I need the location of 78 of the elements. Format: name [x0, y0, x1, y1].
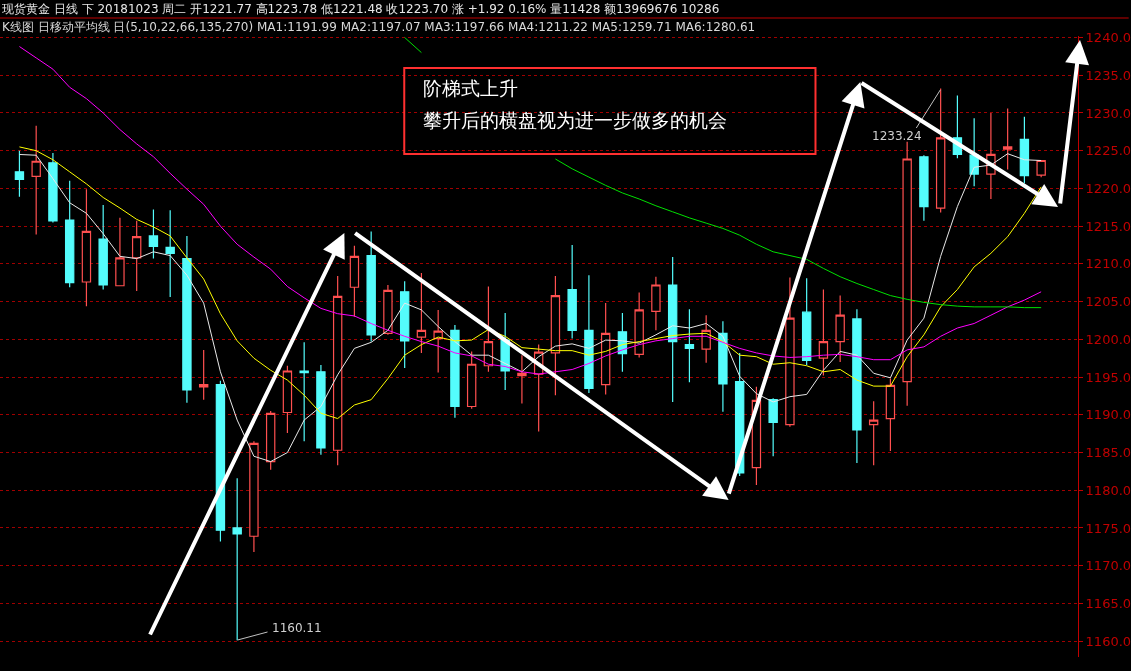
candlestick: [483, 285, 494, 373]
candlestick: [852, 308, 862, 464]
candlestick: [64, 180, 75, 288]
candlestick: [165, 209, 175, 298]
candlestick: [868, 400, 879, 466]
candlestick: [115, 217, 125, 287]
candlestick: [433, 309, 443, 374]
candlestick: [600, 302, 611, 396]
candlestick: [98, 204, 108, 291]
chart-subtitle: K线图 日移动平均线 日(5,10,22,66,135,270) MA1:1191.99 MA2:1197.07 MA3:1197.66 MA4:1211.22 MA5:1259.71 MA6:1280.61: [2, 20, 756, 34]
candlestick: [718, 320, 728, 413]
candlestick: [81, 188, 92, 307]
candlestick: [651, 276, 661, 331]
candlestick: [567, 244, 577, 340]
candlestick: [383, 284, 393, 336]
y-tick-label: 1180.0: [1085, 482, 1131, 498]
y-tick-label: 1240.0: [1085, 30, 1131, 46]
annotation: 1233.24: [872, 129, 922, 143]
candlestick: [299, 341, 309, 442]
line-series: [18, 153, 1042, 463]
annotation: 阶梯式上升: [423, 77, 518, 99]
candlestick: [131, 220, 142, 292]
candlestick: [316, 364, 326, 456]
candlestick: [215, 380, 226, 543]
candlestick: [366, 230, 376, 343]
candlestick: [902, 141, 912, 407]
y-tick-label: 1210.0: [1085, 256, 1131, 272]
candlestick: [885, 377, 896, 452]
candlestick: [634, 291, 644, 359]
line-series: [18, 46, 1042, 375]
candlestick: [232, 477, 242, 641]
y-tick-label: 1215.0: [1085, 218, 1131, 234]
y-tick-label: 1200.0: [1085, 331, 1131, 347]
y-tick-label: 1185.0: [1085, 445, 1131, 461]
y-tick-label: 1190.0: [1085, 407, 1131, 423]
y-tick-label: 1160.0: [1085, 633, 1131, 649]
candlestick: [31, 125, 41, 236]
y-tick-label: 1195.0: [1085, 369, 1131, 385]
candlestick: [265, 410, 276, 471]
candlestick: [349, 245, 360, 318]
y-tick-label: 1165.0: [1085, 595, 1131, 611]
candlestick: [450, 324, 460, 419]
candlestick: [14, 150, 25, 198]
candlestick: [1036, 159, 1046, 178]
chart-title: 现货黄金 日线 下 20181023 周二 开1221.77 高1223.78 低1221.48 收1223.70 涨 +1.92 0.16% 量11428 额13969676 10286: [2, 2, 720, 16]
candlestick: [282, 365, 293, 434]
y-tick-label: 1175.0: [1085, 520, 1131, 536]
candlestick: [182, 235, 192, 404]
candlestick: [399, 280, 410, 369]
candlestick: [1019, 116, 1030, 184]
y-tick-label: 1235.0: [1085, 67, 1131, 83]
annotation: 1160.11: [272, 621, 322, 635]
candlestick: [517, 354, 527, 405]
candlestick: [935, 87, 946, 214]
candlestick: [1002, 107, 1013, 171]
y-tick-label: 1205.0: [1085, 294, 1131, 310]
candlestick: [818, 288, 829, 377]
candlestick: [835, 294, 845, 363]
candlestick: [768, 397, 778, 457]
candlestick: [466, 350, 477, 410]
y-tick-label: 1225.0: [1085, 143, 1131, 159]
y-tick-label: 1230.0: [1085, 105, 1131, 121]
candlestick: [249, 440, 259, 553]
annotation: 攀升后的横盘视为进一步做多的机会: [423, 109, 727, 131]
candlestick: [667, 256, 678, 403]
candlestick: [550, 275, 561, 396]
candlestick: [416, 272, 427, 354]
candlestick: [198, 349, 209, 401]
candlestick: [785, 276, 795, 428]
candlestick: [332, 275, 343, 466]
candlestick: [919, 154, 929, 222]
candlestick: [148, 208, 159, 260]
candlestick: [584, 274, 594, 394]
y-tick-label: 1170.0: [1085, 558, 1131, 574]
candlestick: [48, 152, 58, 223]
candlestick: [684, 308, 695, 383]
candlestick: [801, 277, 812, 366]
y-tick-label: 1220.0: [1085, 180, 1131, 196]
